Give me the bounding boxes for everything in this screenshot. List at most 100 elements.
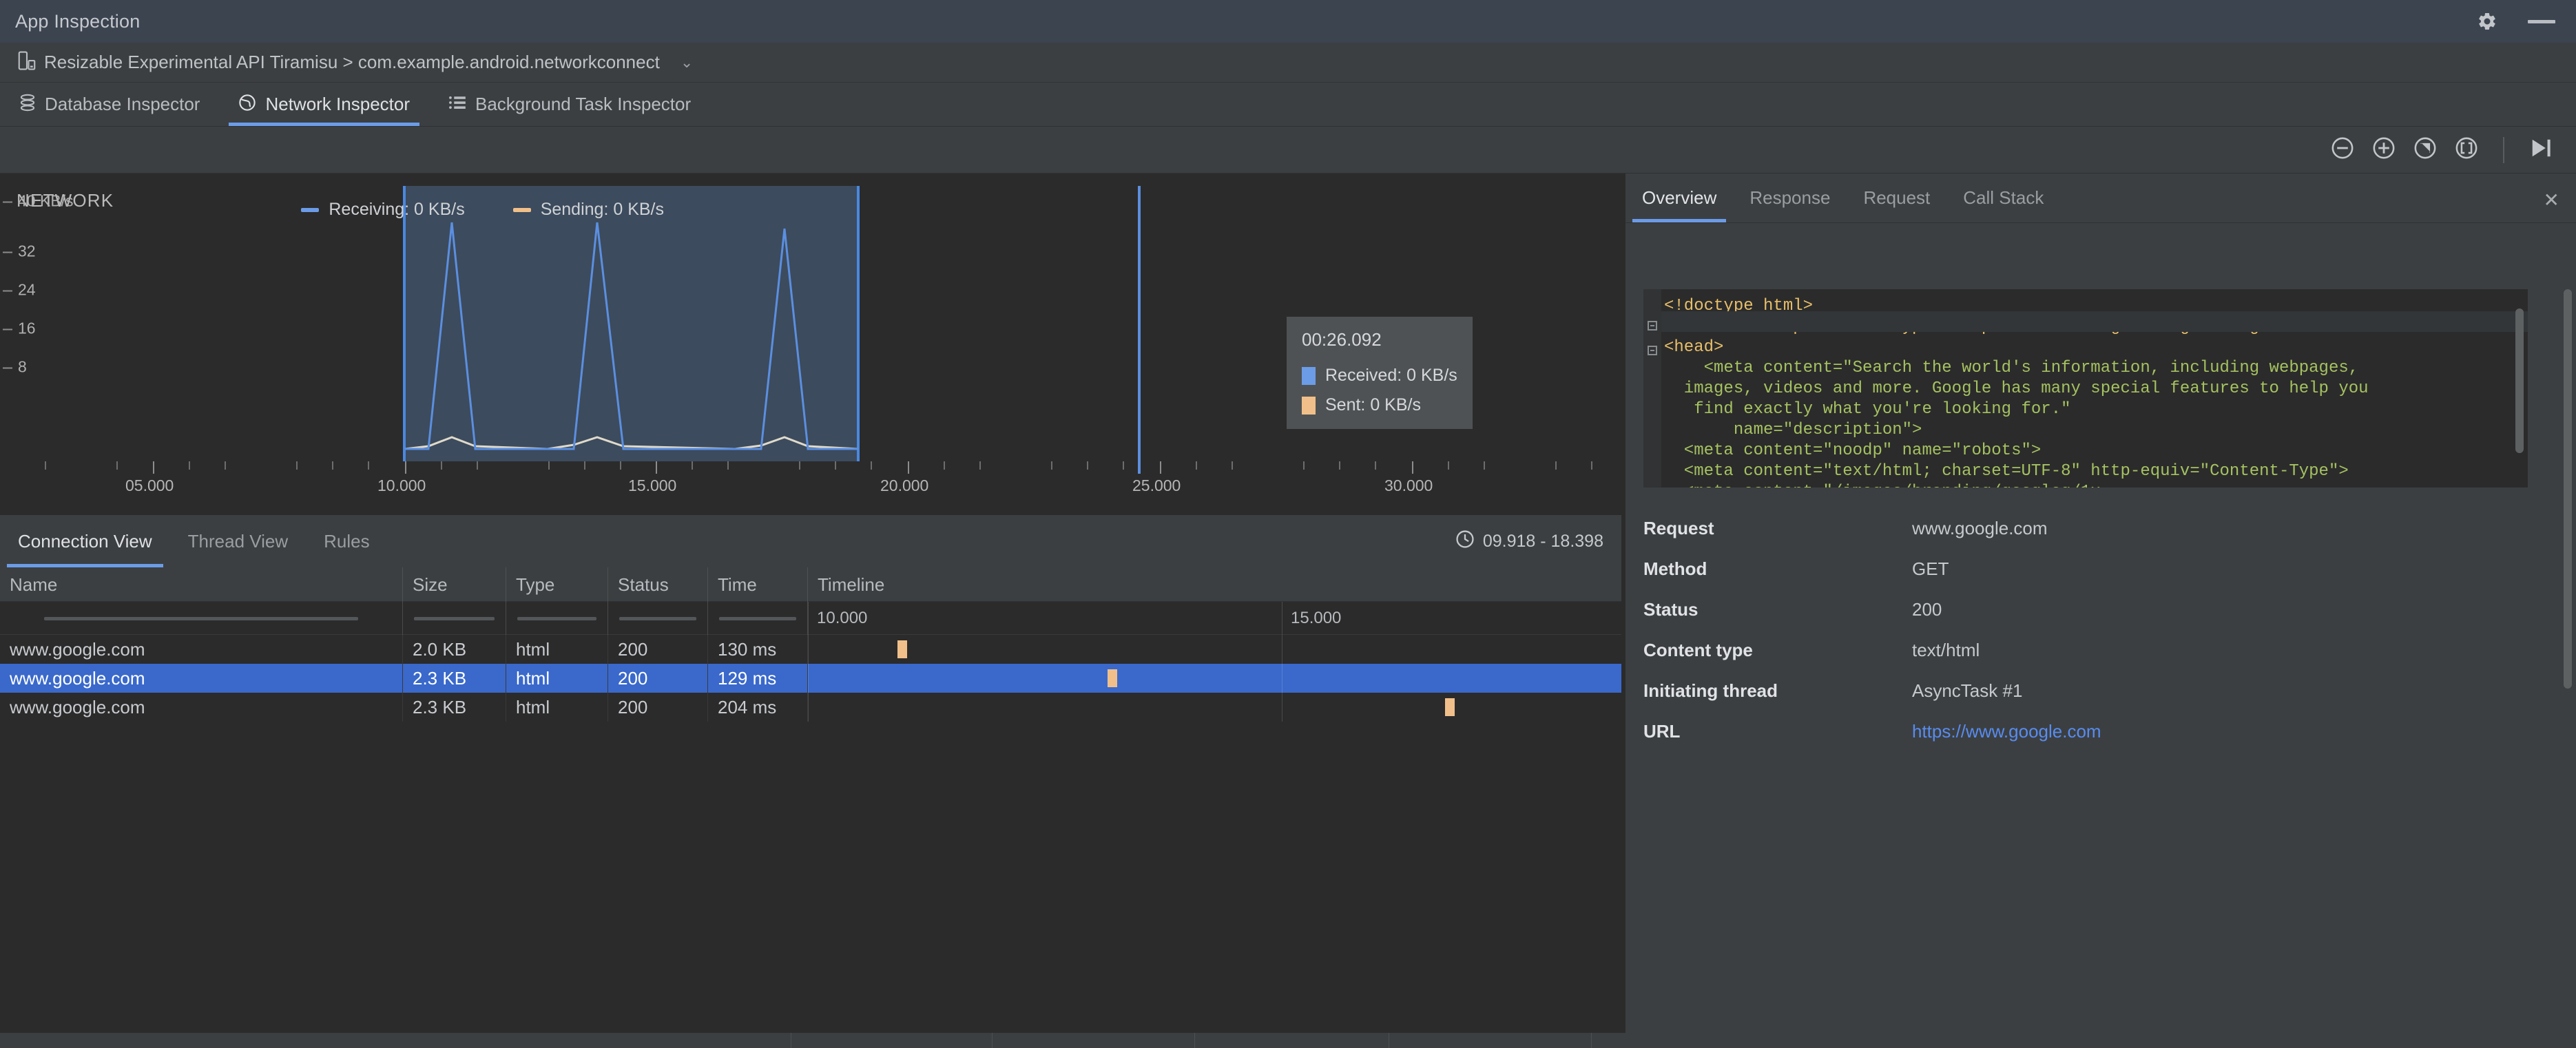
cell-time: 204 ms: [708, 693, 808, 722]
time-range-indicator: 09.918 - 18.398: [1455, 530, 1603, 554]
tab-background-task-inspector[interactable]: Background Task Inspector: [429, 82, 710, 126]
detail-fields: Request www.google.com Method GET Status…: [1643, 518, 2539, 762]
tab-rules-label: Rules: [324, 530, 370, 552]
cell-name: www.google.com: [0, 635, 403, 664]
field-method: Method GET: [1643, 558, 2539, 580]
cell-time: 129 ms: [708, 664, 808, 693]
code-line: <meta content="Search the world's inform…: [1664, 359, 2359, 377]
chart-x-axis: 05.000 10.000 15.000 20.000: [0, 461, 1621, 496]
jump-to-end-icon[interactable]: [2529, 138, 2553, 162]
filter-time[interactable]: [708, 602, 808, 635]
x-tick-05: 05.000: [125, 476, 174, 494]
toolbar-divider: [2503, 136, 2504, 163]
detail-panel-scrollbar[interactable]: [2564, 289, 2572, 689]
table-row[interactable]: www.google.com 2.0 KB html 200 130 ms: [0, 635, 1621, 664]
field-initiating-thread-key: Initiating thread: [1643, 680, 1778, 701]
tab-background-task-inspector-label: Background Task Inspector: [475, 93, 692, 114]
cell-timeline: [808, 693, 1621, 722]
code-line: <meta content="noodp" name="robots">: [1664, 441, 2042, 460]
table-header-row: Name Size Type Status Time Timeline: [0, 567, 1621, 602]
chart-toolbar-buttons: [2331, 136, 2553, 163]
table-row[interactable]: www.google.com 2.3 KB html 200 204 ms: [0, 693, 1621, 722]
reset-zoom-icon[interactable]: [2413, 136, 2437, 163]
chart-legend: Receiving: 0 KB/s Sending: 0 KB/s: [301, 200, 664, 220]
request-detail-panel: Overview Response Request Call Stack ✕ <…: [1625, 174, 2576, 1048]
cell-status: 200: [608, 664, 708, 693]
tab-thread-view[interactable]: Thread View: [170, 515, 307, 567]
cell-timeline: [808, 664, 1621, 693]
column-header-type[interactable]: Type: [506, 567, 608, 602]
legend-receiving: Receiving: 0 KB/s: [301, 200, 465, 220]
zoom-to-selection-icon[interactable]: [2455, 136, 2478, 163]
tooltip-received-label: Received: 0 KB/s: [1325, 366, 1457, 385]
table-filter-row: 10.000 15.000: [0, 602, 1621, 635]
fold-icon[interactable]: [1648, 321, 1657, 331]
tab-network-inspector[interactable]: Network Inspector: [219, 82, 429, 126]
chart-plot-area[interactable]: Receiving: 0 KB/s Sending: 0 KB/s 00:26.…: [0, 186, 1621, 474]
cell-name: www.google.com: [0, 664, 403, 693]
filter-type[interactable]: [506, 602, 608, 635]
field-initiating-thread: Initiating thread AsyncTask #1: [1643, 680, 2539, 702]
tab-overview-label: Overview: [1642, 187, 1717, 208]
filter-size[interactable]: [403, 602, 506, 635]
column-header-timeline[interactable]: Timeline: [818, 574, 885, 595]
column-header-status[interactable]: Status: [608, 567, 708, 602]
gear-icon[interactable]: [2477, 11, 2497, 32]
code-scrollbar[interactable]: [2515, 308, 2524, 453]
x-tick-15: 15.000: [628, 476, 677, 494]
field-request: Request www.google.com: [1643, 518, 2539, 539]
chart-series-svg: [404, 222, 859, 450]
timeline-bar: [897, 640, 907, 658]
zoom-in-icon[interactable]: [2372, 136, 2396, 163]
tab-database-inspector[interactable]: Database Inspector: [0, 82, 219, 126]
time-range-label: 09.918 - 18.398: [1482, 531, 1603, 551]
y-tick-8: 8: [3, 358, 27, 377]
close-icon[interactable]: ✕: [2543, 189, 2559, 211]
chevron-down-icon[interactable]: ⌄: [680, 53, 694, 71]
tab-connection-view-label: Connection View: [18, 530, 152, 552]
response-body-preview[interactable]: <!doctype html> <html itemscope="" itemt…: [1643, 289, 2528, 488]
legend-receiving-swatch: [301, 207, 320, 212]
tab-connection-view[interactable]: Connection View: [0, 515, 170, 567]
connections-table: Name Size Type Status Time Timeline 10.0…: [0, 567, 1621, 1048]
device-process-dropdown[interactable]: Resizable Experimental API Tiramisu > co…: [18, 50, 693, 74]
field-status-key: Status: [1643, 599, 1699, 620]
chart-y-axis: 40 KB/s 32 24 16 8: [0, 174, 103, 463]
series-sending-line: [404, 436, 859, 450]
column-header-name[interactable]: Name: [0, 567, 403, 602]
globe-icon: [238, 94, 256, 115]
fold-icon[interactable]: [1648, 346, 1657, 355]
x-tick-20: 20.000: [880, 476, 929, 494]
chart-toolbar: [0, 127, 2576, 174]
table-row[interactable]: www.google.com 2.3 KB html 200 129 ms: [0, 664, 1621, 693]
legend-sending: Sending: 0 KB/s: [512, 200, 664, 220]
tab-call-stack-label: Call Stack: [1963, 187, 2044, 208]
tab-overview[interactable]: Overview: [1625, 173, 1733, 222]
tab-call-stack[interactable]: Call Stack: [1946, 173, 2060, 222]
timeline-ruler-10: 10.000: [808, 602, 1282, 635]
code-line: name="description">: [1664, 421, 1922, 439]
tooltip-sent-row: Sent: 0 KB/s: [1302, 395, 1457, 415]
field-url-value[interactable]: https://www.google.com: [1912, 721, 2101, 742]
column-header-time[interactable]: Time: [708, 567, 808, 602]
tab-response[interactable]: Response: [1733, 173, 1847, 222]
tab-rules[interactable]: Rules: [306, 515, 387, 567]
series-receiving-line: [405, 222, 858, 450]
field-initiating-thread-value: AsyncTask #1: [1912, 680, 2023, 701]
cell-name: www.google.com: [0, 693, 403, 722]
field-status-value: 200: [1912, 599, 1942, 620]
network-monitor-chart[interactable]: NETWORK 40 KB/s 32 24 16 8 Receiving: 0 …: [0, 174, 1621, 511]
field-content-type-value: text/html: [1912, 640, 1980, 660]
y-tick-16: 16: [3, 319, 36, 338]
minimize-icon[interactable]: [2528, 19, 2555, 23]
timeline-bar: [1445, 698, 1455, 716]
tab-database-inspector-label: Database Inspector: [45, 93, 200, 114]
code-line: <head>: [1664, 338, 1724, 357]
filter-status[interactable]: [608, 602, 708, 635]
field-content-type-key: Content type: [1643, 640, 1753, 660]
y-tick-32: 32: [3, 242, 36, 261]
filter-name[interactable]: [0, 602, 403, 635]
tab-request[interactable]: Request: [1847, 173, 1946, 222]
zoom-out-icon[interactable]: [2331, 136, 2354, 163]
column-header-size[interactable]: Size: [403, 567, 506, 602]
